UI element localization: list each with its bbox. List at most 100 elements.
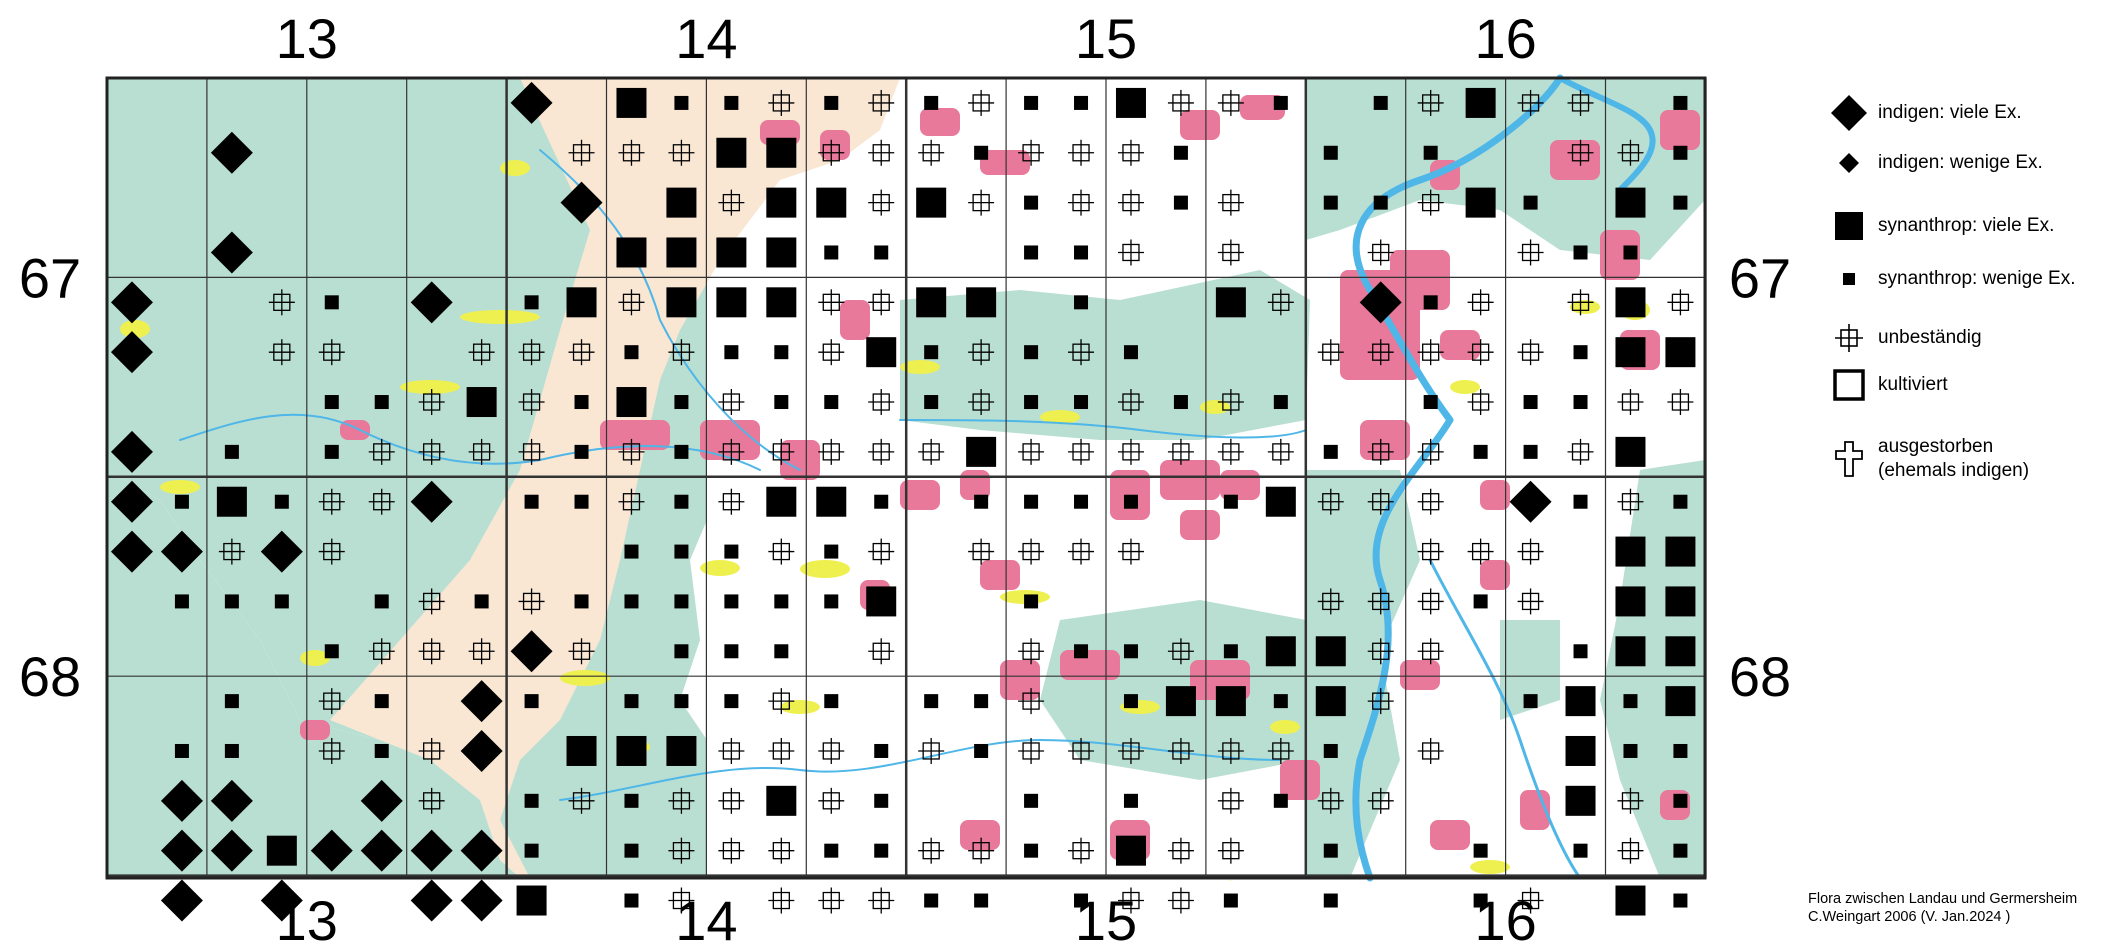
square-synanthrop-wenige <box>674 494 689 509</box>
crosshair-unbestaendig <box>568 638 595 665</box>
crosshair-unbestaendig <box>1567 139 1594 166</box>
grassland-area <box>780 700 820 714</box>
crosshair-unbestaendig <box>1367 339 1394 366</box>
crosshair-unbestaendig <box>1517 89 1544 116</box>
square-synanthrop-viele <box>466 387 497 418</box>
crosshair-unbestaendig <box>468 638 495 665</box>
crosshair-unbestaendig <box>968 339 995 366</box>
square-synanthrop-wenige <box>1623 743 1638 758</box>
legend-item: ausgestorben (ehemals indigen) <box>1826 435 2029 483</box>
square-synanthrop-wenige <box>1473 594 1488 609</box>
column-label: 13 <box>276 7 338 70</box>
diamond-indigen-viele <box>460 879 503 922</box>
square-synanthrop-viele <box>616 237 647 268</box>
square-synanthrop-wenige <box>724 594 739 609</box>
square-synanthrop-wenige <box>1673 743 1688 758</box>
square-synanthrop-viele <box>616 387 647 418</box>
urban-area <box>1550 140 1600 180</box>
urban-area <box>1000 660 1040 700</box>
crosshair-unbestaendig <box>1467 538 1494 565</box>
grassland-area <box>300 650 330 666</box>
crosshair-unbestaendig <box>1567 89 1594 116</box>
square-synanthrop-wenige <box>524 295 539 310</box>
diamond-indigen-viele <box>210 231 253 274</box>
crosshair-unbestaendig <box>868 389 895 416</box>
square-synanthrop-viele <box>1615 436 1646 467</box>
crosshair-unbestaendig <box>1467 339 1494 366</box>
square-synanthrop-wenige <box>574 395 589 410</box>
square-synanthrop-viele <box>1615 636 1646 667</box>
square-synanthrop-viele <box>766 287 797 318</box>
square-synanthrop-wenige <box>524 793 539 808</box>
crosshair-unbestaendig <box>1217 438 1244 465</box>
crosshair-unbestaendig <box>818 289 845 316</box>
crosshair-unbestaendig <box>1367 588 1394 615</box>
grassland-area <box>900 360 940 374</box>
square-synanthrop-wenige <box>1673 195 1688 210</box>
crosshair-unbestaendig <box>1417 438 1444 465</box>
row-label: 68 <box>1729 645 1791 708</box>
square-synanthrop-wenige <box>624 793 639 808</box>
grassland-area <box>800 560 850 578</box>
crosshair-unbestaendig <box>1367 688 1394 715</box>
crosshair-unbestaendig <box>1217 389 1244 416</box>
diamond-indigen-viele <box>160 879 203 922</box>
square-synanthrop-wenige <box>1323 444 1338 459</box>
row-label: 67 <box>19 246 81 309</box>
urban-area <box>1390 250 1450 310</box>
square-synanthrop-wenige <box>974 494 989 509</box>
square-synanthrop-viele <box>766 187 797 218</box>
square-synanthrop-viele <box>1615 187 1646 218</box>
crosshair-unbestaendig <box>1068 139 1095 166</box>
square-synanthrop-viele <box>916 187 947 218</box>
crosshair-unbestaendig <box>1417 737 1444 764</box>
grassland-area <box>460 310 540 324</box>
crosshair-unbestaendig <box>468 339 495 366</box>
square-synanthrop-wenige <box>1024 195 1039 210</box>
square-synanthrop-wenige <box>1173 145 1188 160</box>
urban-area <box>600 420 670 450</box>
crosshair-unbestaendig <box>1267 438 1294 465</box>
crosshair-unbestaendig <box>1117 189 1144 216</box>
square-synanthrop-wenige <box>874 245 889 260</box>
square-synanthrop-wenige <box>624 345 639 360</box>
square-synanthrop-wenige <box>374 743 389 758</box>
crosshair-unbestaendig <box>318 339 345 366</box>
crosshair-unbestaendig <box>1068 737 1095 764</box>
square-synanthrop-wenige <box>1273 95 1288 110</box>
diamond-indigen-viele <box>410 281 453 324</box>
diamond-indigen-viele <box>210 131 253 174</box>
occurrence-symbols <box>110 81 1696 922</box>
urban-area <box>1160 460 1220 500</box>
crosshair-unbestaendig <box>868 887 895 914</box>
crosshair-unbestaendig <box>1018 139 1045 166</box>
square-synanthrop-wenige <box>1573 843 1588 858</box>
crosshair-unbestaendig <box>1117 737 1144 764</box>
square-synanthrop-wenige <box>674 544 689 559</box>
crosshair-unbestaendig <box>918 837 945 864</box>
crosshair-unbestaendig <box>918 438 945 465</box>
square-synanthrop-viele <box>1465 187 1496 218</box>
square-synanthrop-viele <box>1565 686 1596 717</box>
diamond-indigen-viele <box>410 480 453 523</box>
crosshair-unbestaendig <box>1068 837 1095 864</box>
urban-area <box>1400 660 1440 690</box>
crosshair-unbestaendig <box>418 588 445 615</box>
square-synanthrop-wenige <box>1573 345 1588 360</box>
crosshair-unbestaendig <box>818 887 845 914</box>
filled-square-small-icon <box>1826 256 1872 302</box>
legend-item: synanthrop: viele Ex. <box>1826 203 2054 249</box>
square-synanthrop-viele <box>616 87 647 118</box>
square-synanthrop-wenige <box>1523 694 1538 709</box>
square-synanthrop-wenige <box>624 544 639 559</box>
square-synanthrop-wenige <box>774 345 789 360</box>
square-synanthrop-wenige <box>674 644 689 659</box>
row-label: 68 <box>19 645 81 708</box>
square-synanthrop-wenige <box>1573 245 1588 260</box>
crosshair-unbestaendig <box>1167 89 1194 116</box>
crosshair-unbestaendig <box>1367 239 1394 266</box>
crosshair-unbestaendig <box>1417 538 1444 565</box>
square-synanthrop-wenige <box>874 743 889 758</box>
grassland-area <box>700 560 740 576</box>
crosshair-unbestaendig <box>868 189 895 216</box>
